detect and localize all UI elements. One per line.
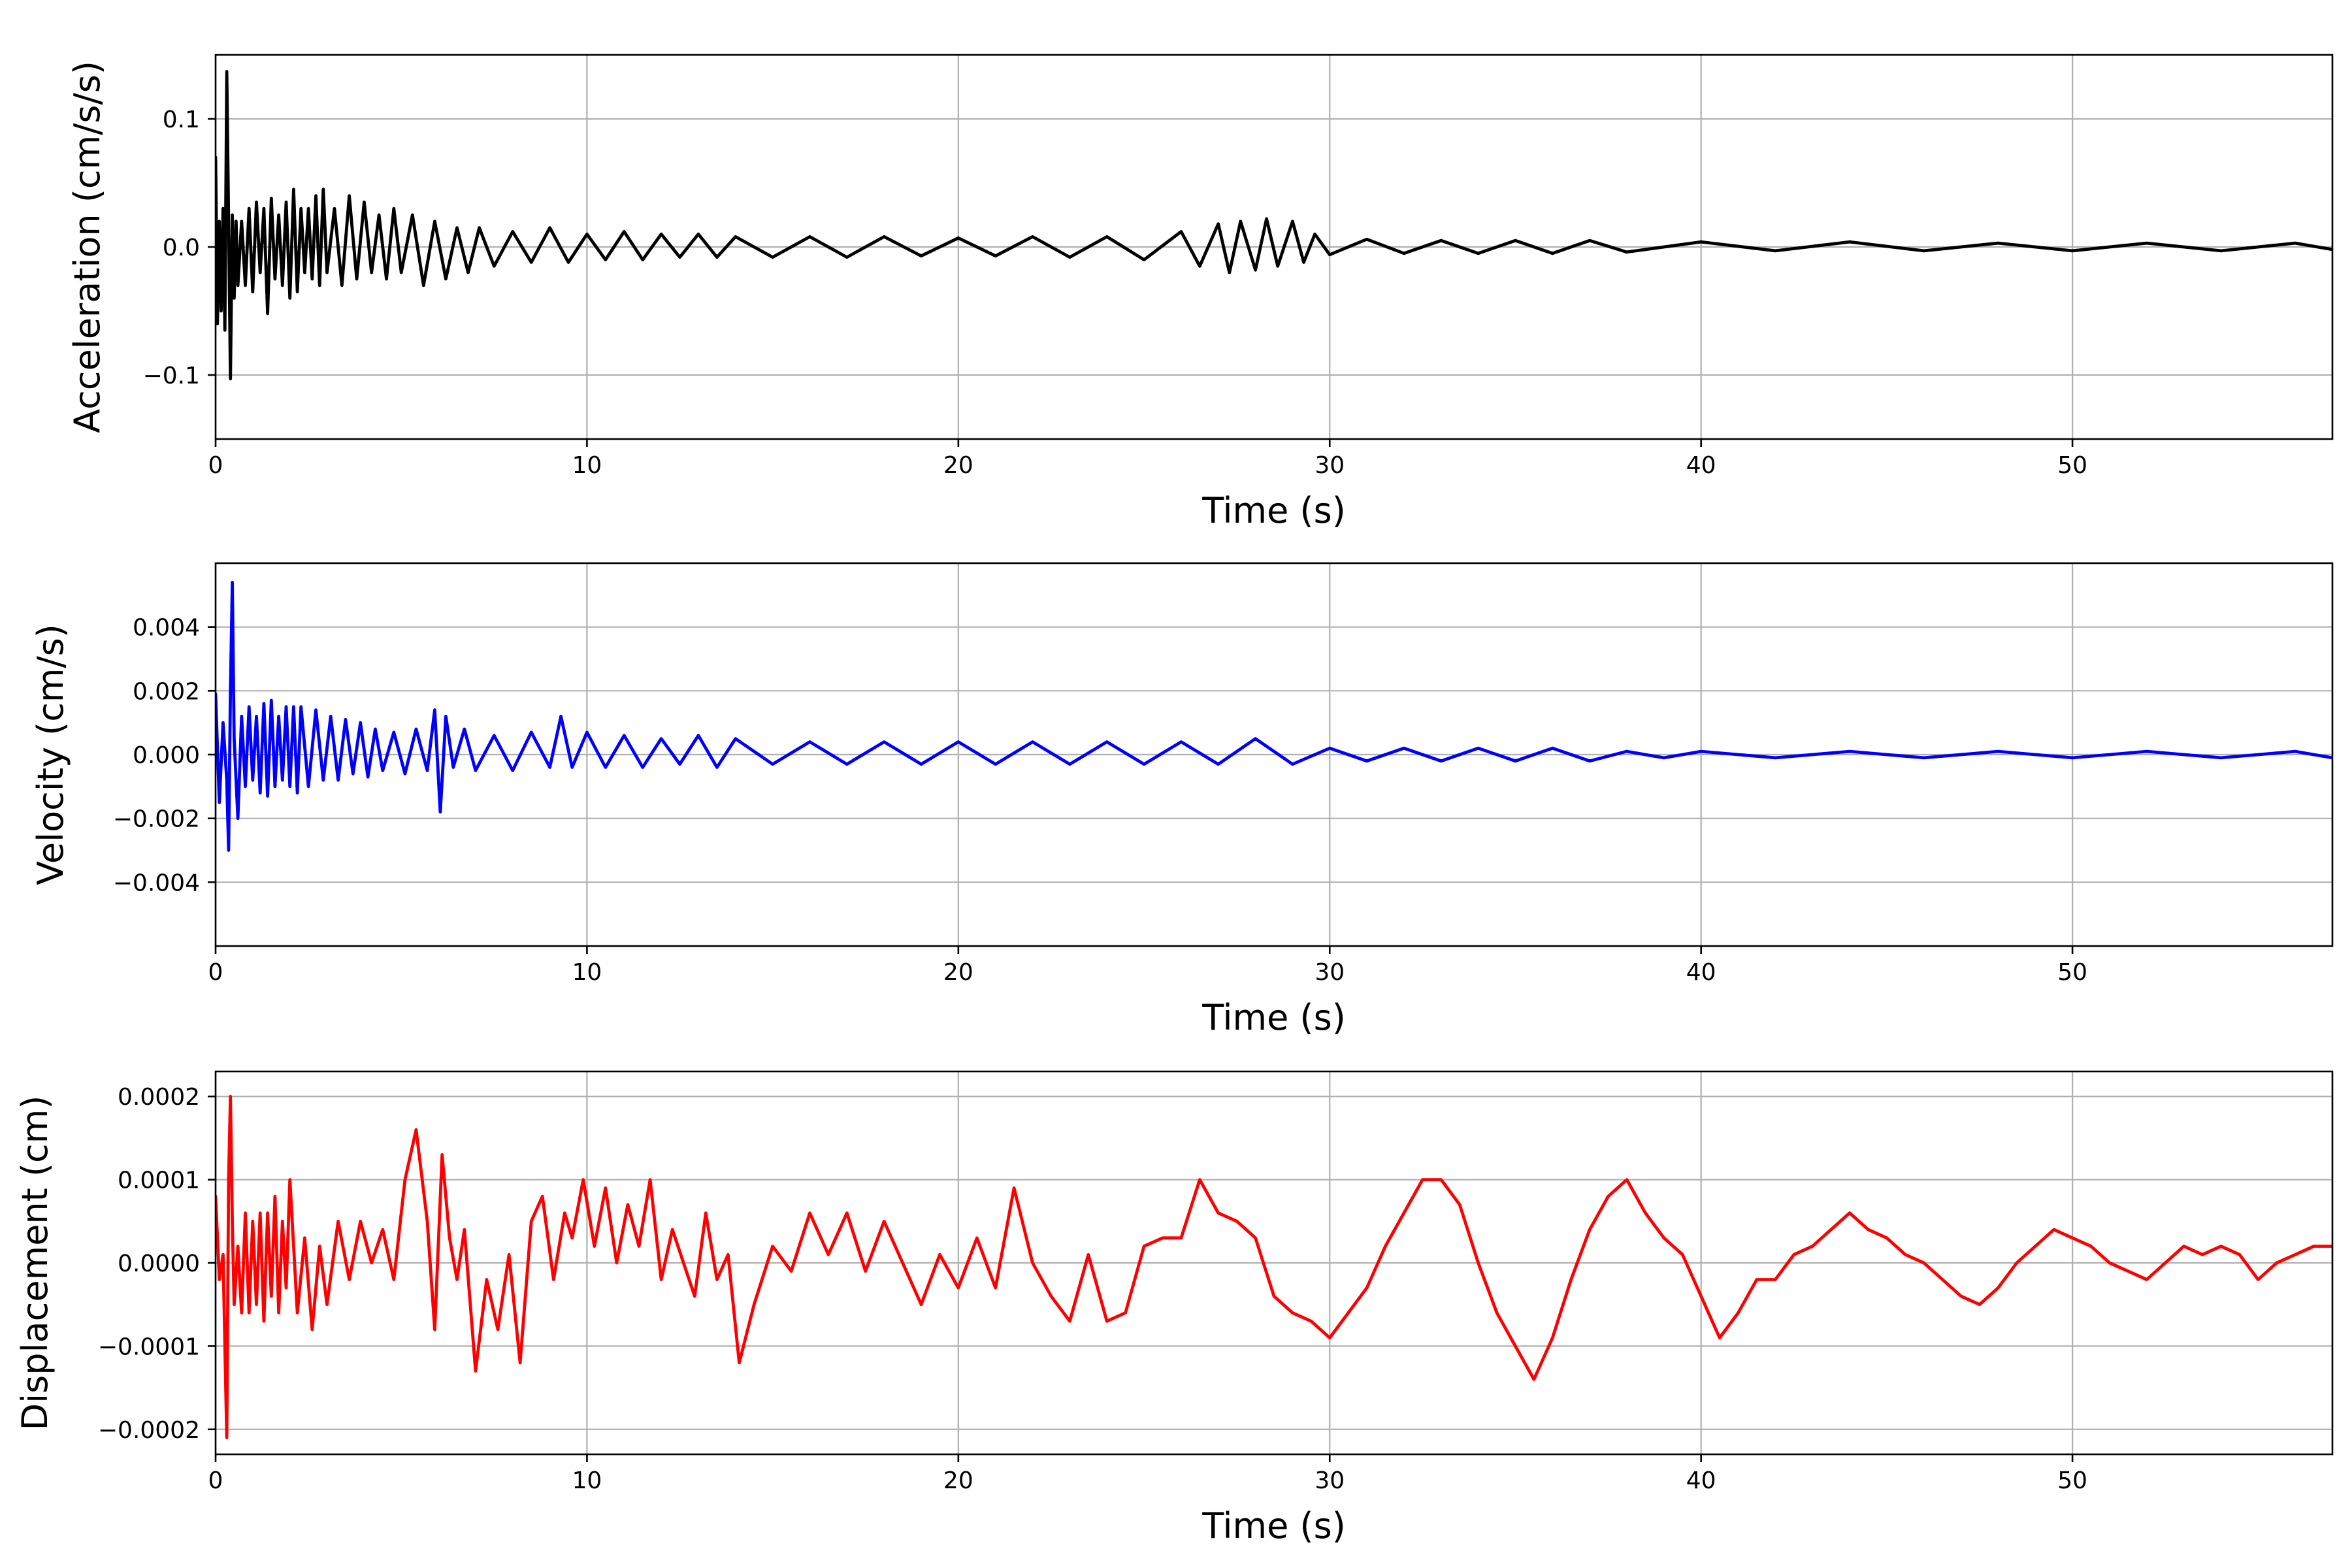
displacement-y-tick-label: −0.0001	[98, 1333, 200, 1360]
velocity-y-axis-label: Velocity (cm/s)	[30, 624, 71, 885]
velocity-x-tick-label: 50	[2057, 959, 2087, 986]
acceleration-y-tick-label: 0.1	[163, 106, 200, 133]
velocity-x-axis-label: Time (s)	[1201, 997, 1346, 1038]
velocity-x-tick-label: 30	[1315, 959, 1345, 986]
velocity-y-tick-label: 0.004	[133, 615, 200, 642]
acceleration-x-axis-label: Time (s)	[1201, 490, 1346, 531]
displacement-panel: 0 10 20 30 40 50 −0.0002 −0.0001 0.0000 0.0001 0.0…	[14, 1070, 2334, 1546]
acceleration-x-tick-label: 30	[1315, 452, 1345, 479]
displacement-y-tick-label: 0.0001	[118, 1168, 200, 1194]
displacement-y-axis-label: Displacement (cm)	[14, 1096, 56, 1431]
displacement-series-line	[216, 1094, 2332, 1439]
acceleration-series-line	[216, 70, 2332, 381]
acceleration-x-tick-label: 10	[572, 452, 602, 479]
velocity-x-tick-label: 10	[572, 959, 602, 986]
displacement-x-axis-label: Time (s)	[1201, 1505, 1346, 1546]
acceleration-x-tick-label: 50	[2057, 452, 2087, 479]
velocity-panel: 0 10 20 30 40 50 −0.004 −0.002 0.000 0.002 0.004 Ti…	[30, 562, 2334, 1038]
acceleration-x-tick-label: 0	[208, 452, 223, 479]
acceleration-y-tick-label: −0.1	[143, 363, 200, 389]
velocity-y-tick-label: 0.002	[133, 678, 200, 705]
acceleration-panel: 0 10 20 30 40 50 −0.1 0.0 0.1 Time (s) Acceleratio…	[67, 54, 2334, 531]
displacement-x-tick-label: 50	[2057, 1467, 2087, 1494]
velocity-y-tick-label: 0.000	[133, 742, 200, 769]
acceleration-x-tick-label: 20	[943, 452, 973, 479]
displacement-x-tick-label: 10	[572, 1467, 602, 1494]
acceleration-y-tick-label: 0.0	[163, 235, 200, 261]
velocity-x-tick-label: 0	[208, 959, 223, 986]
displacement-y-tick-label: 0.0002	[118, 1084, 200, 1111]
velocity-x-tick-label: 20	[943, 959, 973, 986]
velocity-y-tick-label: −0.004	[113, 870, 200, 896]
velocity-x-tick-label: 40	[1686, 959, 1716, 986]
displacement-x-tick-label: 30	[1315, 1467, 1345, 1494]
displacement-x-tick-label: 0	[208, 1467, 223, 1494]
acceleration-x-tick-label: 40	[1686, 452, 1716, 479]
displacement-x-tick-label: 20	[943, 1467, 973, 1494]
displacement-y-tick-label: 0.0000	[118, 1250, 200, 1277]
displacement-y-tick-label: −0.0002	[98, 1417, 200, 1444]
velocity-y-tick-label: −0.002	[113, 806, 200, 833]
velocity-series-line	[216, 580, 2332, 852]
acceleration-y-axis-label: Acceleration (cm/s/s)	[67, 61, 108, 433]
displacement-x-tick-label: 40	[1686, 1467, 1716, 1494]
